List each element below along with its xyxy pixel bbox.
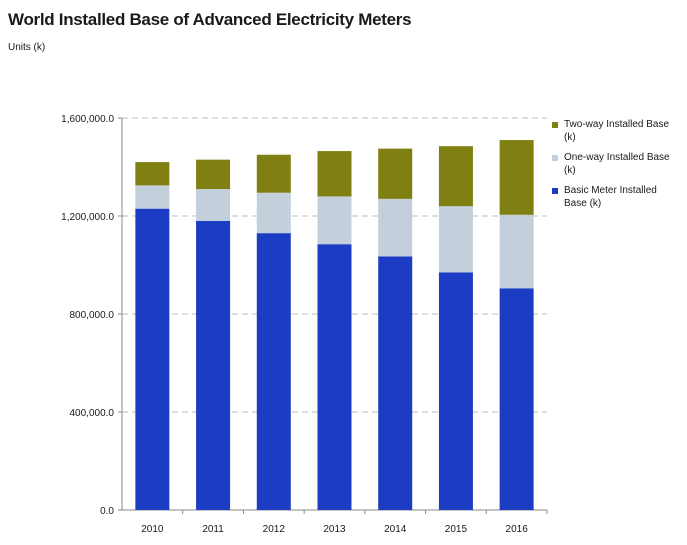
bar-segment-two-way <box>196 159 231 190</box>
bar-segment-one-way <box>378 198 413 257</box>
legend-label-two-way: Two-way Installed Base (k) <box>564 119 670 143</box>
y-tick-label: 0.0 <box>100 506 114 517</box>
bar-segment-two-way <box>256 154 291 193</box>
x-tick-label: 2014 <box>384 524 407 535</box>
y-tick-label: 1,600,000.0 <box>61 114 114 125</box>
chart-subtitle: Units (k) <box>8 42 46 53</box>
bar-segment-one-way <box>256 192 291 234</box>
legend-item-basic-meter: Basic Meter Installed Base (k) <box>552 184 682 210</box>
legend-item-two-way: Two-way Installed Base (k) <box>552 118 682 144</box>
legend-item-one-way: One-way Installed Base (k) <box>552 151 682 177</box>
bar-segment-two-way <box>135 162 170 186</box>
x-tick-label: 2016 <box>506 524 529 535</box>
bar-segment-two-way <box>499 140 534 215</box>
legend-label-basic-meter: Basic Meter Installed Base (k) <box>564 185 657 209</box>
y-tick-label: 400,000.0 <box>70 408 115 419</box>
x-tick-label: 2010 <box>141 524 164 535</box>
bar-segment-basic-meter <box>499 288 534 510</box>
x-tick-label: 2015 <box>445 524 468 535</box>
bar-segment-two-way <box>378 148 413 199</box>
bar-segment-two-way <box>438 146 473 207</box>
x-tick-label: 2013 <box>323 524 346 535</box>
legend: Two-way Installed Base (k) One-way Insta… <box>552 118 682 217</box>
y-tick-label: 1,200,000.0 <box>61 212 114 223</box>
x-tick-label: 2012 <box>263 524 286 535</box>
y-tick-label: 800,000.0 <box>70 310 115 321</box>
bar-segment-basic-meter <box>256 233 291 510</box>
bar-segment-one-way <box>317 196 352 245</box>
bar-segment-one-way <box>499 214 534 289</box>
legend-label-one-way: One-way Installed Base (k) <box>564 152 670 176</box>
bar-segment-basic-meter <box>438 272 473 510</box>
legend-swatch-basic-meter <box>552 188 558 194</box>
bar-segment-one-way <box>196 189 231 221</box>
bar-segment-basic-meter <box>135 208 170 510</box>
legend-swatch-one-way <box>552 155 558 161</box>
bar-segment-one-way <box>438 206 473 273</box>
bar-segment-basic-meter <box>378 256 413 510</box>
x-tick-label: 2011 <box>202 524 224 535</box>
bar-segment-basic-meter <box>317 244 352 511</box>
bar-segment-two-way <box>317 151 352 197</box>
bar-segment-one-way <box>135 185 170 209</box>
chart-title: World Installed Base of Advanced Electri… <box>8 10 412 29</box>
bar-segment-basic-meter <box>196 220 231 510</box>
legend-swatch-two-way <box>552 122 558 128</box>
